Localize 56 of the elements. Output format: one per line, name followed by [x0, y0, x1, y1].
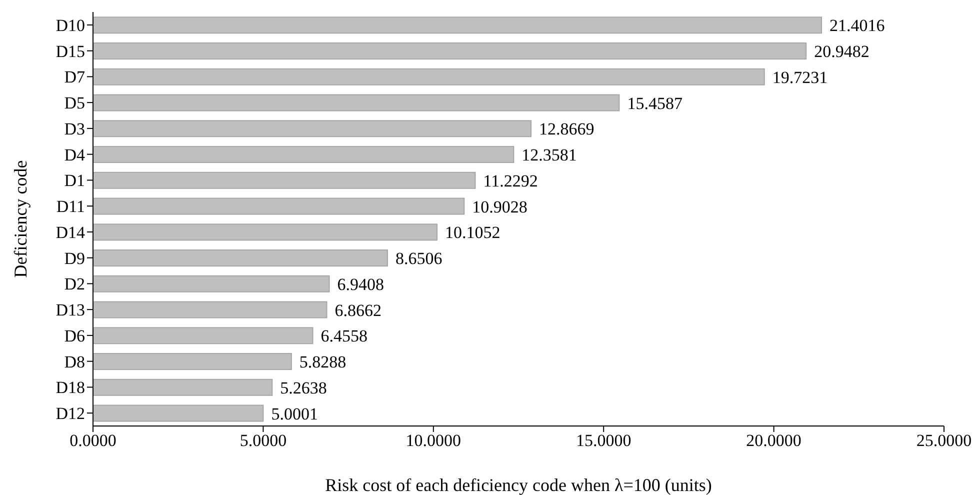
data-label: 5.0001	[271, 404, 318, 424]
y-tick-label: D18	[56, 378, 85, 398]
y-tick-label: D14	[56, 222, 86, 242]
data-label: 20.9482	[814, 42, 870, 62]
x-tick-label: 25.0000	[916, 431, 972, 450]
bar	[93, 146, 514, 164]
x-tick-label: 0.0000	[70, 431, 116, 450]
y-tick-label: D1	[64, 171, 85, 190]
y-tick-label: D7	[64, 68, 86, 87]
bar	[93, 224, 438, 241]
bar	[93, 42, 807, 60]
data-label: 21.4016	[830, 16, 885, 36]
bar	[93, 301, 328, 318]
data-label: 15.4587	[627, 94, 683, 113]
data-label: 11.2292	[483, 171, 538, 190]
bar	[93, 327, 314, 344]
x-axis-title: Risk cost of each deficiency code when λ=100 (units)	[325, 475, 712, 495]
y-tick-label: D8	[64, 352, 85, 372]
y-tick-label: D11	[56, 197, 85, 216]
y-tick-label: D2	[64, 274, 85, 294]
x-tick-label: 10.0000	[406, 431, 462, 450]
x-tick-label: 20.0000	[746, 431, 802, 450]
data-label: 5.8288	[299, 352, 346, 372]
y-tick-label: D10	[56, 16, 85, 35]
data-label: 10.1052	[444, 223, 500, 242]
data-label: 12.8669	[538, 120, 594, 139]
bar	[93, 404, 264, 422]
bar	[93, 198, 465, 215]
y-tick-label: D3	[64, 119, 85, 138]
y-tick-label: D6	[64, 326, 85, 346]
data-label: 8.6506	[395, 249, 442, 268]
data-label: 6.9408	[337, 274, 384, 294]
data-label: 6.8662	[334, 300, 382, 320]
data-label: 12.3581	[522, 146, 577, 165]
bar	[93, 275, 330, 292]
bar	[93, 353, 292, 370]
bar	[93, 94, 620, 112]
x-tick-label: 5.0000	[240, 431, 287, 450]
x-tick-label: 15.0000	[576, 431, 632, 450]
data-label: 10.9028	[472, 197, 528, 216]
bar	[93, 120, 532, 138]
y-tick-label: D5	[64, 94, 85, 113]
bar	[93, 68, 765, 86]
y-tick-label: D9	[64, 248, 85, 268]
y-tick-label: D4	[64, 145, 86, 164]
data-label: 5.2638	[280, 378, 327, 398]
y-tick-label: D15	[56, 42, 85, 61]
y-tick-label: D12	[56, 404, 85, 424]
y-axis-title: Deficiency code	[10, 160, 30, 278]
bar	[93, 250, 388, 267]
data-label: 19.7231	[772, 68, 828, 87]
bar	[93, 378, 273, 396]
y-tick-label: D13	[56, 300, 85, 320]
bar	[93, 16, 822, 34]
bar	[93, 172, 476, 189]
data-label: 6.4558	[320, 326, 368, 346]
